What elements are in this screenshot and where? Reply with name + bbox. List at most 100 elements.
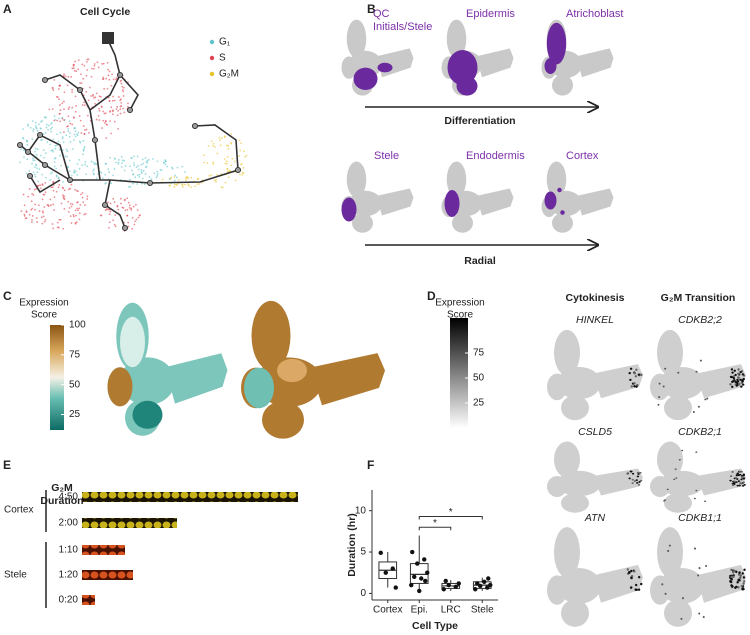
- cell-dot: [51, 122, 53, 124]
- cell-dot: [83, 147, 86, 150]
- cell-dot: [112, 174, 114, 177]
- cell-dot: [116, 205, 119, 208]
- time-label: 0:20: [59, 595, 79, 606]
- cell-dot: [83, 64, 86, 67]
- cell-dot: [35, 153, 38, 156]
- cell-dot: [55, 144, 58, 147]
- cell-dot: [33, 159, 36, 162]
- expr-dot: [635, 479, 638, 482]
- expr-dot: [702, 615, 705, 619]
- cell-dot: [54, 147, 57, 150]
- cell-dot: [95, 163, 98, 166]
- cell-dot: [67, 188, 70, 191]
- cell-dot: [238, 155, 241, 157]
- data-point: [488, 582, 493, 588]
- cell-dot: [57, 88, 60, 90]
- data-point: [383, 570, 388, 575]
- gene-name: HINKEL: [576, 314, 614, 326]
- expr-dot: [730, 580, 733, 584]
- cell-dot: [31, 120, 34, 122]
- cell-dot: [52, 138, 55, 141]
- cell-dot: [36, 148, 39, 151]
- cell-dot: [210, 140, 213, 143]
- cell-dot: [72, 214, 75, 216]
- cell-dot: [61, 102, 64, 105]
- cell-dot: [70, 222, 73, 224]
- cell-dot: [47, 128, 49, 131]
- cell-dot: [123, 86, 125, 89]
- cell-dot: [28, 170, 31, 172]
- cell-dot: [111, 99, 114, 102]
- cell-dot: [51, 171, 54, 174]
- cell-dot: [77, 68, 80, 71]
- cell-dot: [104, 162, 107, 165]
- cell-dot: [137, 168, 140, 171]
- cell-dot: [203, 161, 205, 164]
- data-point: [378, 550, 383, 556]
- cell-dot: [62, 180, 64, 183]
- cell-dot: [230, 132, 233, 135]
- data-point: [393, 585, 398, 590]
- expr-dot: [636, 471, 640, 474]
- cell-dot: [115, 161, 117, 164]
- cell-dot: [131, 216, 134, 219]
- cell-dot: [115, 108, 118, 110]
- umap: [542, 20, 614, 96]
- cell-dot: [227, 144, 230, 147]
- expr-dot: [640, 582, 643, 586]
- cell-dot: [41, 173, 44, 176]
- cell-dot: [23, 213, 26, 216]
- cell-dot: [67, 76, 70, 78]
- expr-dot: [678, 458, 681, 461]
- expr-dot: [742, 377, 745, 381]
- significance-label: *: [433, 518, 437, 529]
- cell-dot: [59, 109, 62, 111]
- cell-dot: [45, 123, 48, 126]
- cell-dot: [117, 127, 119, 130]
- expr-dot: [698, 567, 701, 570]
- cell-dot: [26, 140, 29, 143]
- panel-label: E: [3, 458, 11, 472]
- cell-dot: [108, 226, 110, 229]
- expr-dot: [631, 478, 634, 481]
- cell-dot: [43, 220, 46, 223]
- cell-dot: [145, 161, 148, 163]
- cell-dot: [99, 171, 102, 173]
- cell-dot: [58, 112, 61, 115]
- cell-dot: [66, 150, 69, 153]
- cell-dot: [72, 65, 75, 67]
- root-node: [102, 32, 114, 44]
- cell-dot: [52, 89, 55, 92]
- cell-dot: [105, 77, 108, 80]
- expr-dot: [742, 481, 745, 484]
- cell-dot: [131, 227, 134, 230]
- cell-dot: [20, 148, 22, 150]
- cell-dot: [122, 107, 125, 110]
- cell-dot: [102, 76, 105, 79]
- cell-dot: [109, 210, 112, 213]
- x-tick-label: LRC: [441, 605, 461, 616]
- cell-dot: [111, 73, 113, 76]
- cell-dot: [23, 204, 26, 207]
- cell-dot: [183, 171, 186, 174]
- expr-dot: [631, 472, 635, 475]
- expr-dot: [732, 375, 735, 378]
- cell-dot: [48, 108, 51, 111]
- cell-dot: [152, 158, 154, 160]
- cell-dot: [25, 172, 28, 175]
- cell-dot: [58, 148, 61, 151]
- cell-dot: [42, 211, 44, 214]
- cell-dot: [102, 110, 105, 113]
- cell-dot: [56, 96, 59, 99]
- expr-dot: [729, 383, 732, 386]
- expr-dot: [637, 575, 641, 579]
- cell-dot: [30, 200, 33, 203]
- cell-dot: [160, 169, 163, 172]
- cell-dot: [219, 144, 222, 147]
- cell-dot: [38, 168, 41, 171]
- cell-dot: [226, 160, 228, 163]
- cell-dot: [53, 157, 56, 160]
- cell-dot: [120, 156, 123, 158]
- expr-dot: [673, 478, 676, 481]
- cell-dot: [53, 115, 56, 118]
